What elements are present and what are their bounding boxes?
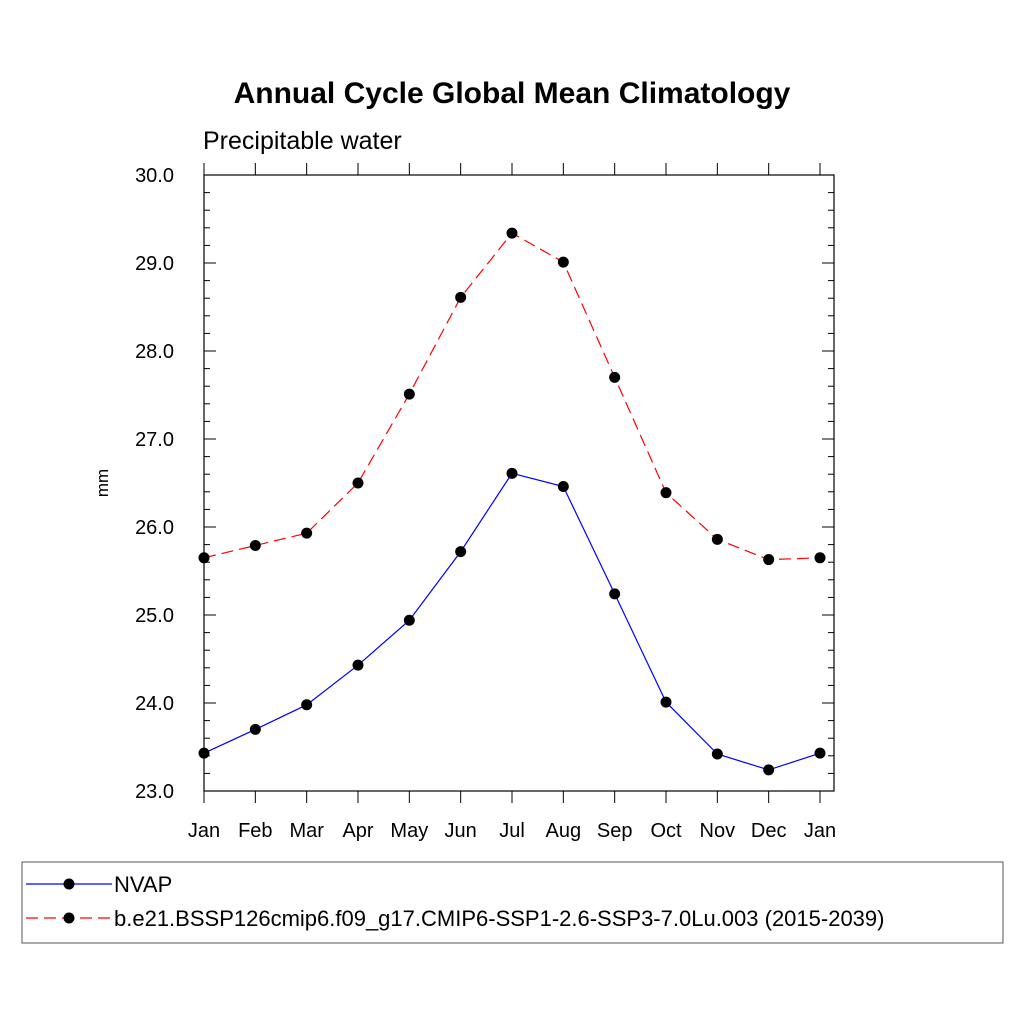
series-1-point — [352, 659, 364, 671]
series-2-point — [249, 539, 261, 551]
series-2-point — [301, 527, 313, 539]
x-tick-label: Feb — [238, 820, 272, 842]
series-2-point — [711, 533, 723, 545]
legend-label-1: NVAP — [114, 872, 172, 897]
x-tick-label: Apr — [342, 820, 373, 842]
x-tick-label: Jan — [804, 820, 836, 842]
series-2-point — [455, 291, 467, 303]
y-axis-label: mm — [93, 469, 112, 497]
series-1-point — [814, 747, 826, 759]
series-2-point — [557, 256, 569, 268]
series-2-point — [763, 554, 775, 566]
x-tick-label: Jan — [188, 820, 220, 842]
y-tick-label: 27.0 — [135, 429, 174, 451]
legend: NVAP b.e21.BSSP126cmip6.f09_g17.CMIP6-SSP… — [21, 861, 1004, 944]
x-tick-label: Sep — [597, 820, 633, 842]
series-1-point — [198, 747, 210, 759]
y-tick-label: 23.0 — [135, 781, 174, 803]
y-tick-label: 28.0 — [135, 341, 174, 363]
series-1-point — [403, 614, 415, 626]
series-2-point — [352, 477, 364, 489]
y-tick-label: 30.0 — [135, 165, 174, 187]
series-1-point — [506, 467, 518, 479]
series-1-point — [711, 748, 723, 760]
series-1-point — [301, 699, 313, 711]
series-2-point — [403, 388, 415, 400]
y-tick-label: 25.0 — [135, 605, 174, 627]
y-tick-label: 24.0 — [135, 693, 174, 715]
series-2-point — [609, 371, 621, 383]
plot-frame — [203, 174, 835, 792]
plot-area: 23.0 24.0 25.0 26.0 27.0 28.0 29.0 30.0 Jan Feb Ma… — [135, 163, 836, 842]
chart-title: Annual Cycle Global Mean Climatology — [234, 77, 791, 110]
series-2-point — [814, 552, 826, 564]
series-1-point — [609, 588, 621, 600]
series-1-point — [455, 546, 467, 558]
x-tick-label: Jul — [499, 820, 525, 842]
series-2-point — [506, 227, 518, 239]
y-tick-label: 29.0 — [135, 253, 174, 275]
x-tick-label: Aug — [546, 820, 582, 842]
legend-swatch-marker-2 — [63, 912, 75, 924]
y-tick-label: 26.0 — [135, 517, 174, 539]
x-tick-label: Oct — [650, 820, 682, 842]
series-2-point — [660, 487, 672, 499]
x-tick-label: Nov — [700, 820, 736, 842]
legend-swatch-marker-1 — [63, 878, 75, 890]
x-tick-label: Mar — [289, 820, 324, 842]
series-1-point — [763, 764, 775, 776]
x-tick-label: Dec — [751, 820, 787, 842]
chart-subtitle: Precipitable water — [203, 127, 402, 155]
x-tick-label: Jun — [445, 820, 477, 842]
legend-label-2: b.e21.BSSP126cmip6.f09_g17.CMIP6-SSP1-2.… — [114, 906, 884, 931]
series-line-2 — [203, 232, 821, 561]
series-1-point — [660, 696, 672, 708]
series-1-point — [557, 481, 569, 493]
x-tick-label: May — [390, 820, 428, 842]
series-line-1 — [203, 472, 821, 771]
series-2-point — [198, 552, 210, 564]
series-1-point — [249, 723, 261, 735]
legend-box — [21, 861, 1004, 944]
